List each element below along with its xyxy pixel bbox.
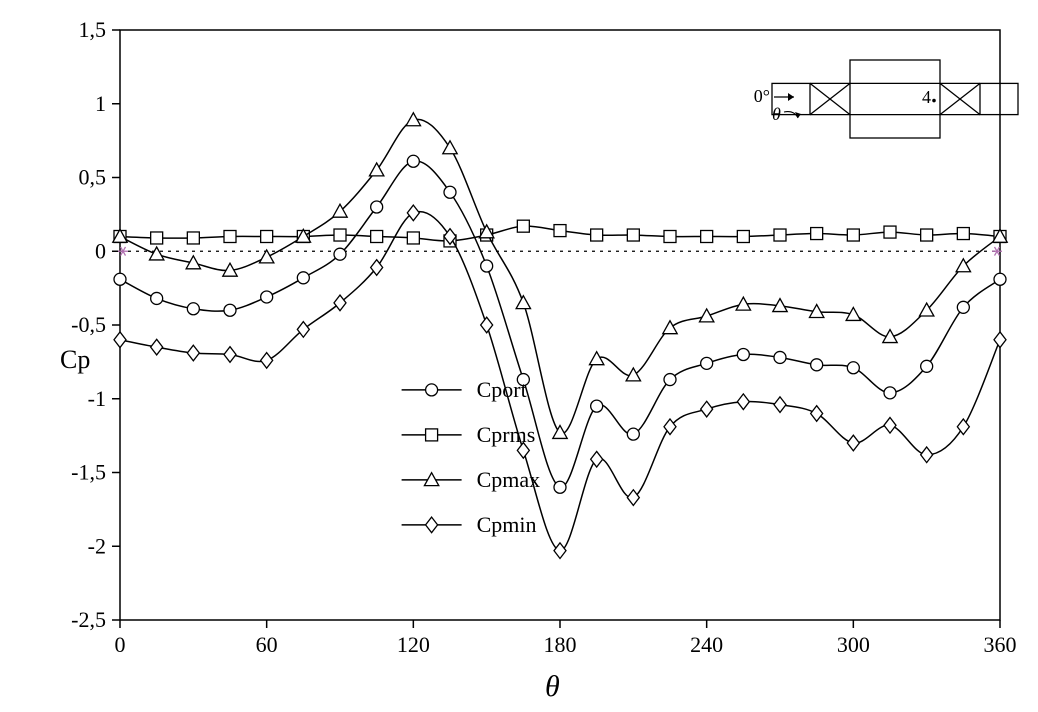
x-tick-label: 180 bbox=[544, 632, 577, 657]
legend-label: Cport bbox=[477, 377, 527, 402]
x-tick-label: 60 bbox=[256, 632, 278, 657]
inset-point-label: 4 bbox=[922, 87, 931, 107]
legend-label: Cprms bbox=[477, 422, 536, 447]
y-tick-label: 0 bbox=[95, 238, 106, 263]
x-tick-label: 0 bbox=[115, 632, 126, 657]
x-tick-label: 120 bbox=[397, 632, 430, 657]
y-tick-label: 1,5 bbox=[79, 17, 107, 42]
legend-label: Cpmin bbox=[477, 512, 537, 537]
y-tick-label: 0,5 bbox=[79, 165, 107, 190]
y-tick-label: -1 bbox=[88, 386, 106, 411]
x-tick-label: 360 bbox=[984, 632, 1017, 657]
x-axis-label: θ bbox=[545, 670, 560, 704]
series-Cprms bbox=[114, 220, 1006, 247]
legend-label: Cpmax bbox=[477, 467, 541, 492]
y-tick-label: 1 bbox=[95, 91, 106, 116]
x-tick-label: 300 bbox=[837, 632, 870, 657]
inset-theta-label: θ bbox=[772, 104, 781, 124]
y-tick-label: -2 bbox=[88, 533, 106, 558]
y-tick-label: -2,5 bbox=[71, 607, 106, 632]
cp-chart: 0 60 120 180 240 300 360 -2,5 -2 -1,5 -1 -0,5 0 0,5 1 1… bbox=[0, 0, 1038, 712]
y-tick-label: -1,5 bbox=[71, 460, 106, 485]
y-tick-label: -0,5 bbox=[71, 312, 106, 337]
series-Cport bbox=[114, 155, 1006, 493]
inset-diagram: 0°θ 4 bbox=[754, 60, 1018, 138]
y-axis-label: Cp bbox=[60, 345, 90, 375]
series-Cpmax bbox=[113, 113, 1007, 439]
inset-zero-label: 0° bbox=[754, 86, 770, 106]
legend: Cport Cprms Cpmax Cpmin bbox=[402, 377, 541, 537]
x-tick-label: 240 bbox=[690, 632, 723, 657]
